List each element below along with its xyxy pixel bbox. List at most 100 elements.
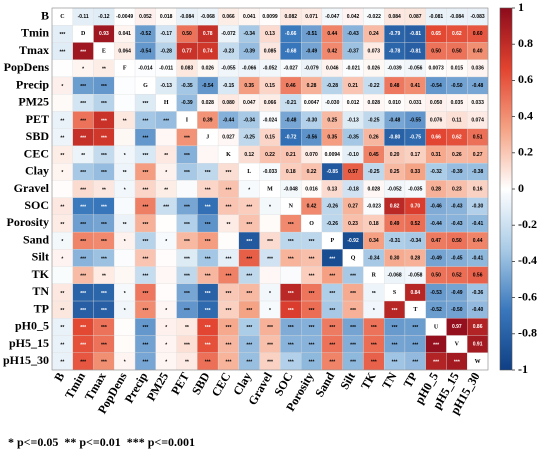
value-label: 0.11 bbox=[452, 117, 462, 123]
heatmap: C -0.11 -0.12 -0.0049 0.052 0.018 -0.084 -0.068… bbox=[51, 7, 489, 371]
significance-label: *** bbox=[101, 118, 107, 124]
value-label: -0.53 bbox=[430, 290, 442, 296]
value-label: 0.35 bbox=[327, 135, 337, 141]
significance-label: *** bbox=[184, 274, 190, 280]
colorbar-tick-label: 0.8 bbox=[518, 36, 533, 50]
value-label: -0.55 bbox=[410, 117, 422, 123]
value-label: -0.15 bbox=[223, 83, 235, 89]
value-label: 0.082 bbox=[285, 14, 298, 20]
value-label: -0.46 bbox=[430, 204, 442, 210]
value-label: 0.74 bbox=[203, 48, 213, 54]
significance-label: ** bbox=[60, 325, 64, 331]
significance-label: *** bbox=[226, 291, 232, 297]
value-label: -0.31 bbox=[389, 238, 401, 244]
significance-label: * bbox=[61, 256, 63, 262]
colorbar bbox=[499, 7, 513, 371]
significance-label: *** bbox=[309, 239, 315, 245]
significance-label: * bbox=[165, 360, 167, 366]
significance-label: ** bbox=[102, 274, 106, 280]
significance-label: * bbox=[248, 187, 250, 193]
significance-label: * bbox=[61, 84, 63, 90]
value-label: 0.40 bbox=[473, 48, 483, 54]
significance-label: *** bbox=[101, 222, 107, 228]
value-label: 0.52 bbox=[410, 221, 420, 227]
colorbar-tick-label: -1 bbox=[518, 362, 528, 376]
cell bbox=[51, 266, 73, 284]
diagonal-label: K bbox=[226, 152, 231, 158]
value-label: 0.50 bbox=[431, 273, 441, 279]
significance-label: *** bbox=[59, 32, 65, 38]
significance-label: *** bbox=[288, 256, 294, 262]
value-label: 0.21 bbox=[286, 152, 296, 158]
significance-label: * bbox=[165, 325, 167, 331]
value-label: 0.46 bbox=[286, 83, 296, 89]
value-label: -0.41 bbox=[472, 255, 484, 261]
value-label: -0.52 bbox=[140, 31, 152, 37]
diagonal-label: O bbox=[309, 221, 314, 227]
grid-border bbox=[51, 7, 489, 371]
row-label: TK bbox=[32, 267, 50, 281]
value-label: -0.39 bbox=[181, 100, 193, 106]
value-label: -0.52 bbox=[430, 307, 442, 313]
value-label: 0.18 bbox=[286, 169, 296, 175]
row-label: SOC bbox=[24, 198, 49, 212]
significance-label: *** bbox=[101, 136, 107, 142]
significance-label: *** bbox=[267, 256, 273, 262]
row-label: pH15_30 bbox=[3, 353, 49, 367]
value-label: -0.50 bbox=[451, 83, 463, 89]
significance-label: *** bbox=[371, 342, 377, 348]
significance-label: *** bbox=[80, 136, 86, 142]
value-label: 0.42 bbox=[327, 48, 337, 54]
value-label: 0.16 bbox=[473, 186, 483, 192]
significance-label: *** bbox=[163, 205, 169, 211]
value-label: 0.018 bbox=[160, 14, 173, 20]
significance-label: *** bbox=[329, 342, 335, 348]
significance-label: *** bbox=[184, 308, 190, 314]
significance-label: *** bbox=[80, 342, 86, 348]
significance-label: *** bbox=[246, 256, 252, 262]
colorbar-tick-label: 1 bbox=[518, 0, 524, 14]
significance-label: *** bbox=[454, 360, 460, 366]
value-label: -0.023 bbox=[367, 204, 381, 210]
diagonal-label: I bbox=[186, 117, 189, 123]
value-label: -0.083 bbox=[471, 14, 485, 20]
significance-label: *** bbox=[288, 291, 294, 297]
value-label: -0.056 bbox=[408, 66, 422, 72]
value-label: 0.25 bbox=[327, 117, 337, 123]
value-label: 0.91 bbox=[473, 341, 483, 347]
cell bbox=[51, 180, 73, 198]
value-label: -0.024 bbox=[263, 117, 277, 123]
value-label: 0.026 bbox=[368, 66, 381, 72]
significance-label: *** bbox=[143, 170, 149, 176]
significance-label: *** bbox=[329, 256, 335, 262]
value-label: 0.046 bbox=[326, 66, 339, 72]
value-label: 0.070 bbox=[305, 152, 318, 158]
value-label: -0.28 bbox=[327, 83, 339, 89]
cell bbox=[114, 249, 136, 267]
value-label: 0.22 bbox=[265, 152, 275, 158]
value-label: -0.32 bbox=[430, 169, 442, 175]
significance-label: *** bbox=[101, 256, 107, 262]
significance-label: *** bbox=[267, 360, 273, 366]
value-label: -0.068 bbox=[201, 14, 215, 20]
significance-label: *** bbox=[101, 84, 107, 90]
value-label: 0.050 bbox=[430, 100, 443, 106]
significance-label: *** bbox=[288, 308, 294, 314]
value-label: 0.86 bbox=[473, 324, 483, 330]
diagonal-label: Q bbox=[351, 255, 356, 261]
significance-label: *** bbox=[246, 360, 252, 366]
significance-label: * bbox=[124, 360, 126, 366]
significance-label: ** bbox=[60, 205, 64, 211]
value-label: 0.0094 bbox=[325, 152, 341, 158]
diagonal-label: G bbox=[143, 83, 148, 89]
value-label: -0.54 bbox=[430, 83, 442, 89]
significance-label: *** bbox=[309, 342, 315, 348]
value-label: 0.20 bbox=[390, 152, 400, 158]
value-label: -0.079 bbox=[304, 66, 318, 72]
significance-label: *** bbox=[350, 274, 356, 280]
value-label: -0.43 bbox=[451, 204, 463, 210]
value-label: 0.15 bbox=[265, 135, 275, 141]
significance-label: *** bbox=[267, 342, 273, 348]
value-label: -0.75 bbox=[410, 135, 422, 141]
diagonal-label: N bbox=[289, 204, 294, 210]
